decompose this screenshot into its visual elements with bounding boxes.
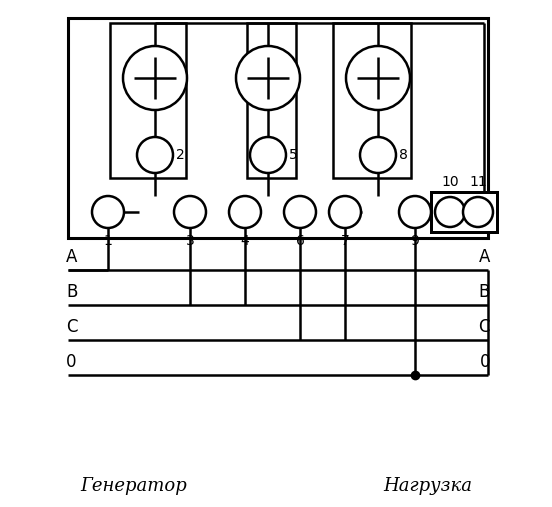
Text: C: C <box>66 318 77 336</box>
Text: 6: 6 <box>295 234 305 248</box>
Bar <box>431 192 497 232</box>
Text: 1: 1 <box>104 234 113 248</box>
Text: Нагрузка: Нагрузка <box>383 477 472 495</box>
Circle shape <box>250 137 286 173</box>
Text: B: B <box>66 283 77 301</box>
Text: 9: 9 <box>411 234 420 248</box>
Text: 11: 11 <box>469 175 487 189</box>
Circle shape <box>463 197 493 227</box>
Circle shape <box>435 197 465 227</box>
Text: 5: 5 <box>289 148 298 162</box>
Text: B: B <box>479 283 490 301</box>
Text: A: A <box>479 248 490 266</box>
Circle shape <box>360 137 396 173</box>
Text: 3: 3 <box>185 234 194 248</box>
Text: C: C <box>479 318 490 336</box>
Bar <box>333 23 411 178</box>
Circle shape <box>229 196 261 228</box>
Circle shape <box>346 46 410 110</box>
Circle shape <box>92 196 124 228</box>
Text: 7: 7 <box>341 234 349 248</box>
Circle shape <box>174 196 206 228</box>
Text: 0: 0 <box>66 353 77 371</box>
Circle shape <box>399 196 431 228</box>
Text: A: A <box>66 248 77 266</box>
Text: Генератор: Генератор <box>80 477 187 495</box>
Circle shape <box>123 46 187 110</box>
Text: 8: 8 <box>399 148 408 162</box>
Circle shape <box>137 137 173 173</box>
Text: 4: 4 <box>241 234 250 248</box>
Text: 2: 2 <box>176 148 185 162</box>
Circle shape <box>236 46 300 110</box>
Text: 10: 10 <box>441 175 459 189</box>
Text: 0: 0 <box>480 353 490 371</box>
Bar <box>68 18 488 238</box>
Circle shape <box>329 196 361 228</box>
Bar <box>110 23 186 178</box>
Bar <box>247 23 296 178</box>
Circle shape <box>284 196 316 228</box>
